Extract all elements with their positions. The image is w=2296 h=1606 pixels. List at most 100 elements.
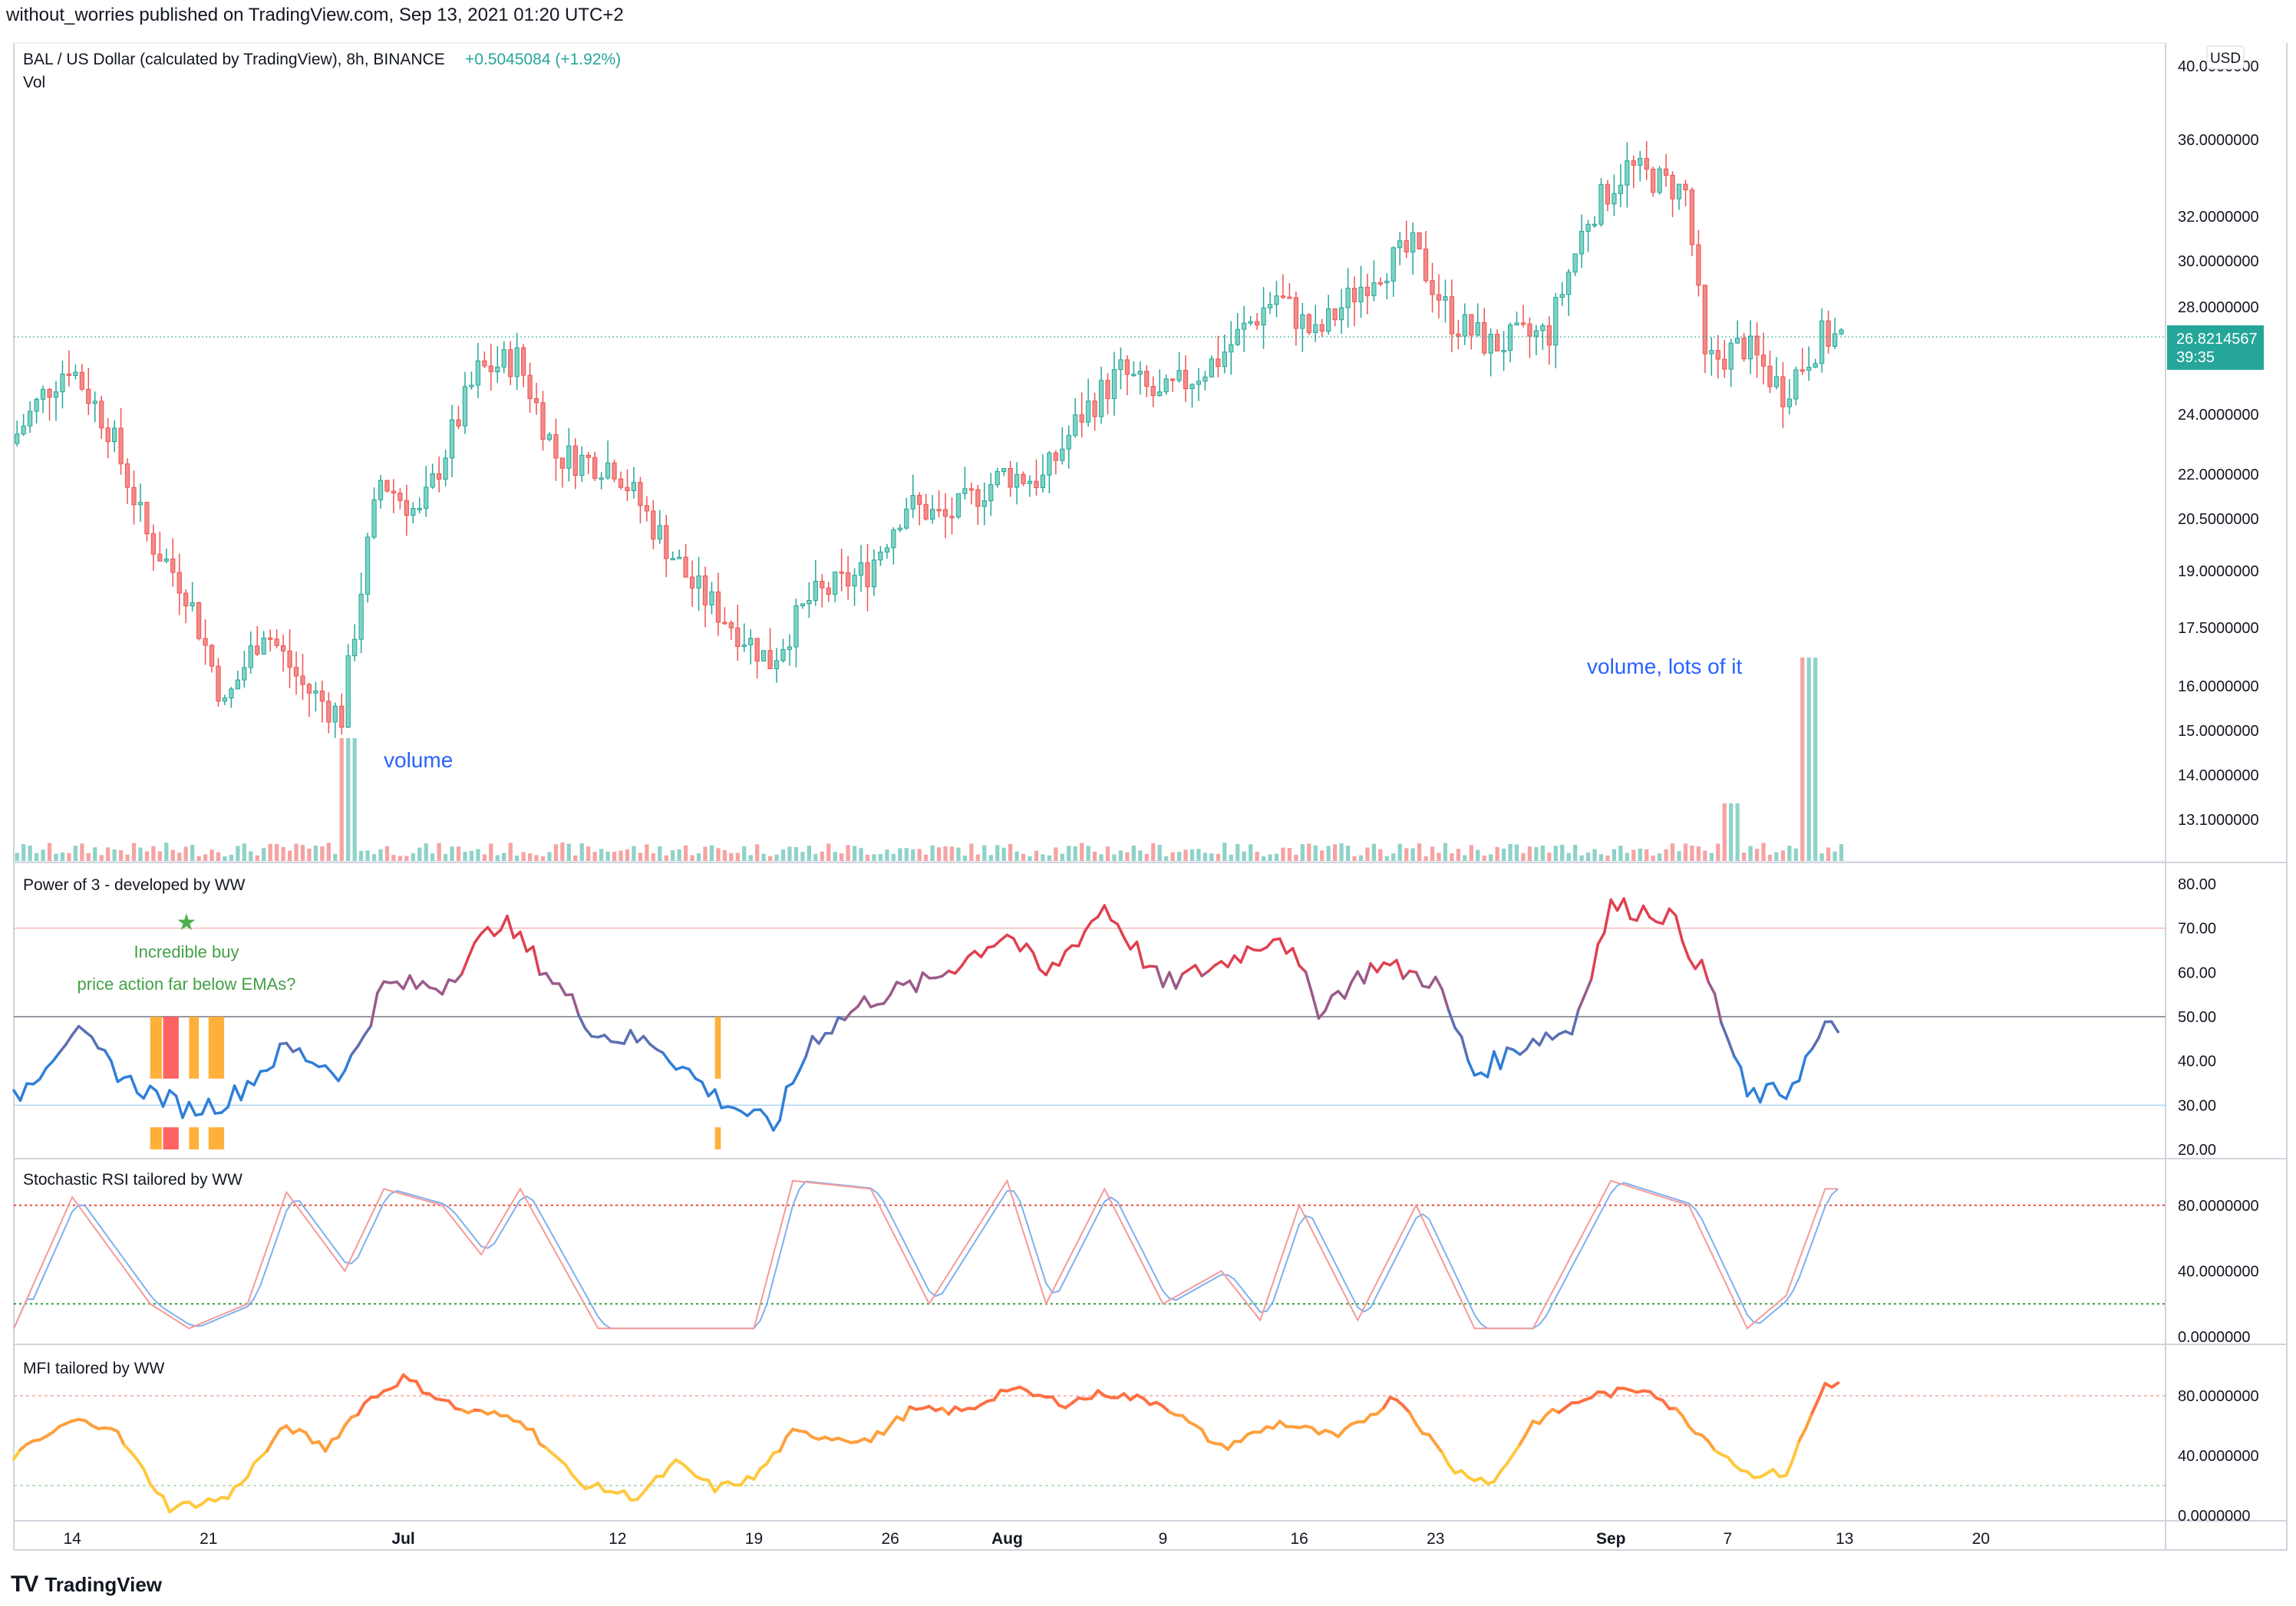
price-axis-tick: 20.5000000 <box>2178 511 2259 528</box>
candle-body <box>975 489 981 507</box>
time-axis[interactable]: 14 21 Jul 12 19 26 Aug 9 16 23 Sep 7 13 20 <box>63 1530 1990 1548</box>
power-segment <box>51 1051 61 1063</box>
mfi-reference-lines <box>14 1395 2166 1486</box>
power-segment <box>1414 971 1424 988</box>
power-segment <box>363 1024 373 1037</box>
volume-bar <box>1358 855 1364 861</box>
candle-body <box>800 603 806 606</box>
volume-bar <box>671 849 675 861</box>
mfi-segment <box>784 1427 795 1439</box>
stoch-axis[interactable]: 80.0000000 40.0000000 0.0000000 <box>2178 1198 2259 1346</box>
candle-body <box>807 599 812 605</box>
power-segment <box>1304 971 1314 996</box>
volume-bar <box>1410 848 1415 861</box>
candle-body <box>1715 350 1720 360</box>
power-segment <box>1538 1031 1548 1047</box>
volume-bar <box>949 846 955 861</box>
mfi-segment <box>778 1435 788 1453</box>
mfi-segment <box>1407 1410 1418 1426</box>
candle-body <box>520 347 526 376</box>
price-axis[interactable]: 40.000000036.000000032.000000030.0000000… <box>2178 58 2259 829</box>
candle-body <box>852 575 857 587</box>
volume-bar <box>131 843 137 861</box>
mfi-axis[interactable]: 80.0000000 40.0000000 0.0000000 <box>2178 1388 2259 1525</box>
power-segment <box>1447 1008 1456 1030</box>
volume-bar <box>1423 856 1428 861</box>
candle-body <box>1047 452 1052 476</box>
volume-bar <box>1638 848 1642 861</box>
volume-bar <box>1501 848 1506 861</box>
power-axis[interactable]: 80.00 70.00 60.00 50.00 40.00 30.00 20.00 <box>2178 876 2216 1159</box>
candle-body <box>813 581 818 601</box>
power-segment <box>369 991 379 1027</box>
power-segment <box>849 1005 859 1014</box>
volume-bar <box>41 849 45 861</box>
candle-body <box>1397 240 1403 249</box>
candle-body <box>1319 324 1324 332</box>
mfi-panel[interactable]: MFI tailored by WW <box>12 1360 2166 1514</box>
candle-body <box>917 495 922 505</box>
power-of-3-panel[interactable]: Power of 3 - developed by WW ★ Incredibl… <box>12 876 2166 1149</box>
power-segment <box>544 971 554 985</box>
candle-body <box>1079 414 1084 423</box>
power-segment <box>1784 1082 1794 1100</box>
volume-bar <box>1176 852 1182 861</box>
volume-bar <box>157 851 162 861</box>
power-segment <box>1733 1054 1743 1069</box>
volume-bar <box>1235 844 1240 861</box>
power-segment <box>1356 970 1366 985</box>
axis-tick: 60.00 <box>2178 965 2216 981</box>
candle-body <box>1579 230 1585 255</box>
power-segment <box>889 981 899 997</box>
candle-body <box>1176 370 1182 381</box>
candle-body <box>858 562 864 576</box>
candle-body <box>1384 280 1390 284</box>
mfi-segment <box>668 1458 678 1469</box>
volume-bar <box>878 854 883 861</box>
candle-body <box>190 602 195 607</box>
price-axis-tick: 24.0000000 <box>2178 407 2259 424</box>
volume-bar <box>865 854 870 861</box>
candle-body <box>774 660 780 670</box>
time-axis-tick: 21 <box>200 1530 217 1548</box>
time-axis-tick: 19 <box>745 1530 763 1548</box>
volume-bar <box>495 855 500 861</box>
mfi-segment <box>1816 1381 1827 1401</box>
power-segment <box>1103 904 1113 922</box>
candle-body <box>118 427 124 465</box>
footer-brand[interactable]: TV TradingView <box>11 1571 162 1598</box>
stoch-rsi-panel[interactable]: Stochastic RSI tailored by WW <box>13 1171 2166 1330</box>
volume-bar <box>1086 846 1090 861</box>
candle-body <box>1709 350 1714 355</box>
currency-label: USD <box>2210 51 2241 67</box>
power-segment <box>1759 1083 1768 1104</box>
power-segment <box>1057 949 1067 968</box>
price-axis-tick: 30.0000000 <box>2178 253 2259 270</box>
volume-bar <box>767 856 773 861</box>
price-panel[interactable]: BAL / US Dollar (calculated by TradingVi… <box>14 51 2166 861</box>
mfi-segment <box>1538 1413 1548 1426</box>
volume-bar <box>1242 851 1246 861</box>
volume-bar <box>1598 854 1604 861</box>
candle-body <box>150 533 157 555</box>
power-note-line2: price action far below EMAs? <box>78 974 296 994</box>
power-segment <box>71 1024 81 1037</box>
candle-body <box>949 516 955 519</box>
power-segment <box>1025 942 1034 955</box>
candle-body <box>183 592 189 607</box>
power-bear-fills <box>150 1017 721 1149</box>
currency-badge[interactable]: USD <box>2206 45 2245 70</box>
candle-body <box>1475 322 1480 336</box>
candle-body <box>411 508 416 516</box>
volume-bar <box>761 853 766 861</box>
mfi-segment <box>12 1448 22 1461</box>
volume-bar <box>1489 854 1493 861</box>
candle-body <box>586 454 591 458</box>
volume-bar <box>988 855 993 861</box>
mfi-segment <box>272 1427 282 1442</box>
power-segment <box>142 1084 152 1100</box>
mfi-segment <box>1382 1396 1392 1410</box>
candle-body <box>1235 328 1240 345</box>
power-segment <box>1193 964 1203 978</box>
